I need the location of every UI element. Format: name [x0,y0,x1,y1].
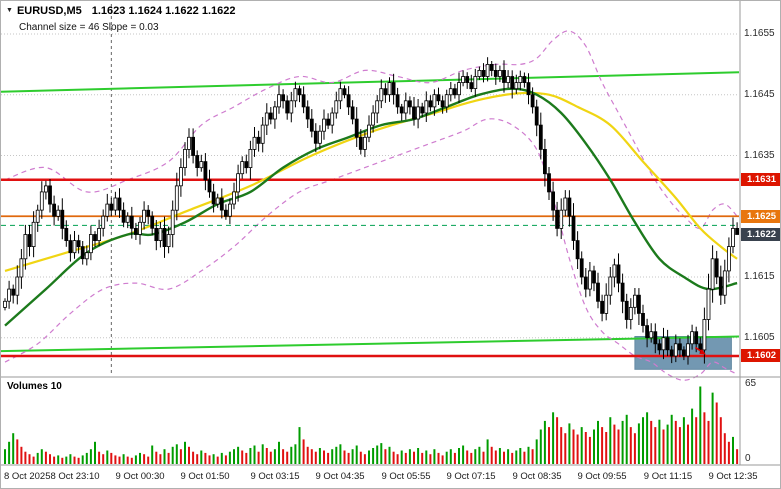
annotation-arrow-icon [694,346,706,355]
time-axis-label: 9 Oct 08:35 [512,471,562,482]
volume-axis-min-label: 0 [745,453,751,464]
volume-axis-max-label: 65 [745,378,757,389]
time-axis-label: 9 Oct 11:15 [643,471,693,482]
price-badge: 1.1622 [741,228,780,241]
price-badge: 1.1602 [741,349,780,362]
channel-lower-line [1,335,740,353]
ohlc-readout: 1.1623 1.1624 1.1622 1.1622 [91,5,236,17]
symbol-timeframe-label: EURUSD,M5 [16,5,82,17]
ma-slow-yellow-line [4,91,738,272]
time-axis-label: 9 Oct 07:15 [446,471,496,482]
price-badge: 1.1631 [741,173,780,186]
time-axis-label: 9 Oct 09:55 [577,471,627,482]
price-tick-label: 1.1605 [744,332,775,343]
time-axis-label: 8 Oct 23:10 [50,471,100,482]
time-axis-label: 9 Oct 04:35 [315,471,365,482]
price-tick-label: 1.1615 [744,271,775,282]
price-tick-label: 1.1655 [744,28,775,39]
time-axis-label: 9 Oct 00:30 [115,471,165,482]
volume-bars [4,386,739,464]
lower-band-line [4,118,738,381]
time-axis-label: 8 Oct 2025 [4,471,51,482]
price-badge: 1.1625 [741,210,780,223]
time-axis-label: 9 Oct 12:35 [708,471,758,482]
symbol-dropdown-icon[interactable]: ▼ [6,7,13,14]
time-axis-label: 9 Oct 05:55 [381,471,431,482]
price-tick-label: 1.1645 [744,89,775,100]
channel-upper-line [1,71,740,93]
channel-info-label: Channel size = 46 Slope = 0.03 [19,22,159,33]
time-axis-label: 9 Oct 01:50 [180,471,230,482]
price-tick-label: 1.1635 [744,150,775,161]
time-axis-label: 9 Oct 03:15 [250,471,300,482]
chart-header: ▼ EURUSD,M5 1.1623 1.1624 1.1622 1.1622 [6,5,235,17]
volume-indicator-label: Volumes 10 [7,381,62,392]
pane-separators [1,1,780,466]
candlesticks [3,57,739,365]
